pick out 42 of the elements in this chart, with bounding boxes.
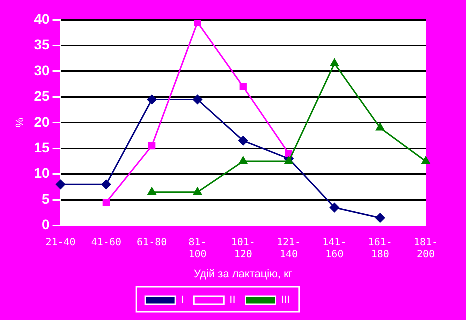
point <box>102 199 110 206</box>
point <box>148 142 156 150</box>
x-tick-label: 41-60 <box>91 237 122 248</box>
x-tick-label: 121-140 <box>276 237 302 260</box>
point <box>56 180 66 190</box>
x-axis-title: Удій за лактацію, кг <box>194 268 293 280</box>
point <box>194 188 202 196</box>
point <box>330 58 339 66</box>
point <box>102 180 112 190</box>
point <box>330 203 340 213</box>
point <box>376 213 386 223</box>
point <box>285 150 293 158</box>
legend-label: III <box>281 294 290 307</box>
x-tick-label: 81-100 <box>188 237 207 260</box>
x-tick-label: 161-180 <box>368 237 392 260</box>
x-tick-label: 21-40 <box>46 237 76 248</box>
y-tick-label: 35 <box>34 36 50 53</box>
y-tick-label: 25 <box>34 88 50 104</box>
point <box>284 156 294 164</box>
point <box>147 95 157 104</box>
x-tick-label: 101-120 <box>231 237 256 260</box>
y-tick-label: 20 <box>34 114 50 130</box>
x-tick-label: 181-200 <box>414 237 438 260</box>
y-tick-label: 5 <box>42 190 50 207</box>
point <box>192 95 202 104</box>
y-tick-label: 30 <box>34 62 50 78</box>
y-axis-title: % <box>14 118 27 128</box>
legend-label: I <box>181 294 184 307</box>
point <box>376 123 385 131</box>
y-tick-label: 10 <box>34 165 50 182</box>
legend-label: II <box>230 294 236 307</box>
point <box>240 83 247 90</box>
y-tick-label: 15 <box>34 139 50 156</box>
point <box>148 188 156 196</box>
point <box>239 156 248 164</box>
x-tick-label: 61-80 <box>137 237 168 248</box>
point <box>238 136 248 146</box>
x-tick-label: 141-160 <box>322 237 347 260</box>
point <box>422 156 430 164</box>
y-tick-label: 40 <box>34 10 50 27</box>
point <box>194 20 202 26</box>
y-tick-label: 0 <box>42 216 50 233</box>
